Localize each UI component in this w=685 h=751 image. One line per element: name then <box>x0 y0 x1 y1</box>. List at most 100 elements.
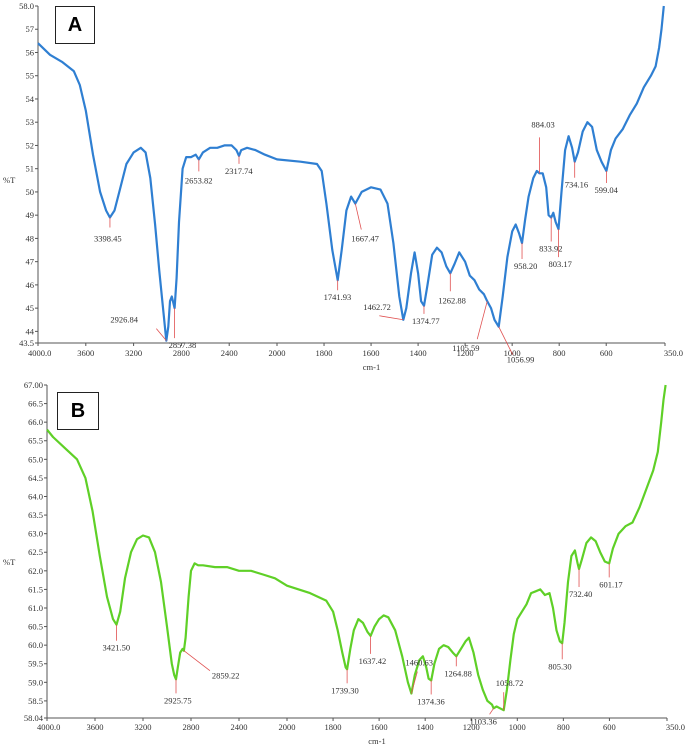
peak-label: 1264.88 <box>444 668 472 678</box>
x-tick-label: 2400 <box>231 722 248 732</box>
plot-area-1: 58.04 58.5 59.0 59.5 60.0 60.5 61.0 61.5 62.0 62.… <box>3 380 685 746</box>
peak-label: 1460.63 <box>405 657 433 667</box>
peak-label: 1667.47 <box>351 234 379 244</box>
peak-label: 599.04 <box>594 185 618 195</box>
peak-label: 803.17 <box>548 259 571 269</box>
x-axis-label: cm-1 <box>368 736 385 746</box>
peak-label: 1105.59 <box>452 343 479 353</box>
y-tick-label: 64.5 <box>28 473 43 483</box>
peak-leader-line <box>476 301 488 340</box>
y-tick-label: 62.0 <box>28 566 43 576</box>
peak-leader-line <box>183 650 211 672</box>
ftir-spectrum-panel-b: 58.04 58.5 59.0 59.5 60.0 60.5 61.0 61.5 62.0 62.… <box>0 375 685 751</box>
x-tick-label: 350.0 <box>664 348 683 358</box>
ftir-chart-a: 43.5 44 45 46 47 48 49 50 51 52 53 54 55 56 57 58.0 4000… <box>3 1 683 372</box>
y-tick-label: 63.0 <box>28 529 43 539</box>
x-tick-label: 1200 <box>463 722 480 732</box>
y-tick-label: 67.00 <box>24 380 43 390</box>
x-tick-label: 1400 <box>410 348 427 358</box>
peak-label: 3421.50 <box>102 643 130 653</box>
y-tick-label: 61.5 <box>28 584 43 594</box>
y-tick-label: 44 <box>26 326 35 336</box>
x-tick-label: 1600 <box>363 348 380 358</box>
x-tick-label: 3600 <box>87 722 104 732</box>
peak-label: 2925.75 <box>164 695 192 705</box>
x-tick-label: 600 <box>603 722 616 732</box>
x-tick-label: 1200 <box>457 348 474 358</box>
y-tick-label: 45 <box>26 303 35 313</box>
spectrum-line-0 <box>37 5 665 342</box>
peak-label: 1741.93 <box>324 292 352 302</box>
x-tick-label: 2400 <box>221 348 238 358</box>
y-tick-label: 59.0 <box>28 677 43 687</box>
peak-label: 1058.72 <box>496 678 524 688</box>
x-tick-label: 2000 <box>269 348 286 358</box>
y-tick-label: 66.5 <box>28 399 43 409</box>
y-tick-label: 61.0 <box>28 603 43 613</box>
peak-label: 734.16 <box>565 180 588 190</box>
peak-label: 1739.30 <box>331 685 359 695</box>
x-tick-label: 1800 <box>325 722 342 732</box>
y-tick-label: 56 <box>26 47 35 57</box>
y-tick-label: 63.5 <box>28 510 43 520</box>
x-axis-label: cm-1 <box>363 362 380 372</box>
peak-leader-line <box>410 671 418 694</box>
panel-label-a: A <box>55 6 95 44</box>
x-tick-label: 600 <box>600 348 613 358</box>
x-tick-label: 2800 <box>183 722 200 732</box>
y-tick-label: 57 <box>26 24 35 34</box>
y-tick-label: 65.0 <box>28 454 43 464</box>
peak-leader-line <box>379 315 404 321</box>
peak-leader-line <box>156 328 167 341</box>
y-tick-label: 64.0 <box>28 491 43 501</box>
x-tick-label: 2800 <box>173 348 190 358</box>
peak-label: 1462.72 <box>363 302 391 312</box>
y-tick-label: 52 <box>26 140 35 150</box>
x-tick-label: 3600 <box>77 348 94 358</box>
x-tick-label: 1000 <box>509 722 526 732</box>
y-tick-label: 50 <box>26 187 35 197</box>
panel-label-a-text: A <box>67 13 83 36</box>
y-tick-label: 58.5 <box>28 696 43 706</box>
peak-label: 3398.45 <box>94 233 122 243</box>
peak-label: 1374.36 <box>417 696 445 706</box>
y-tick-label: 60.5 <box>28 622 43 632</box>
x-tick-label: 1600 <box>371 722 388 732</box>
peak-label: 2859.22 <box>212 671 240 681</box>
ftir-spectrum-panel-a: 43.5 44 45 46 47 48 49 50 51 52 53 54 55 56 57 58.0 4000… <box>0 0 685 375</box>
peak-leader-line <box>489 708 494 715</box>
x-tick-label: 350.0 <box>666 722 685 732</box>
peak-label: 732.40 <box>569 589 592 599</box>
peak-leader-line <box>354 203 362 230</box>
y-tick-label: 47 <box>26 257 35 267</box>
peak-label: 958.20 <box>514 261 537 271</box>
peak-label: 805.30 <box>548 661 571 671</box>
peak-label: 1056.99 <box>507 355 535 365</box>
peak-label: 1262.88 <box>438 295 466 305</box>
x-tick-label: 2000 <box>279 722 296 732</box>
peak-label: 2317.74 <box>225 166 253 176</box>
peak-label: 2857.38 <box>169 340 197 350</box>
x-tick-label: 800 <box>557 722 570 732</box>
y-tick-label: 55 <box>26 71 35 81</box>
x-tick-label: 1400 <box>417 722 434 732</box>
y-tick-label: 58.0 <box>19 1 34 11</box>
y-tick-label: 65.5 <box>28 436 43 446</box>
y-tick-label: 62.5 <box>28 547 43 557</box>
y-tick-label: 60.0 <box>28 640 43 650</box>
x-tick-label: 4000.0 <box>28 348 51 358</box>
y-tick-label: 46 <box>26 280 35 290</box>
y-tick-label: 59.5 <box>28 659 43 669</box>
peak-label: 1103.36 <box>470 716 497 726</box>
x-tick-label: 800 <box>553 348 566 358</box>
peak-label: 1374.77 <box>412 316 440 326</box>
x-tick-label: 1800 <box>316 348 333 358</box>
y-tick-label: 48 <box>26 233 35 243</box>
y-tick-label: 54 <box>26 94 35 104</box>
panel-label-b: B <box>57 392 99 430</box>
x-tick-label: 3200 <box>135 722 152 732</box>
y-axis-label: %T <box>3 557 16 567</box>
y-tick-label: 51 <box>26 164 35 174</box>
peak-label: 1637.42 <box>359 656 387 666</box>
y-tick-label: 58.04 <box>24 713 44 723</box>
